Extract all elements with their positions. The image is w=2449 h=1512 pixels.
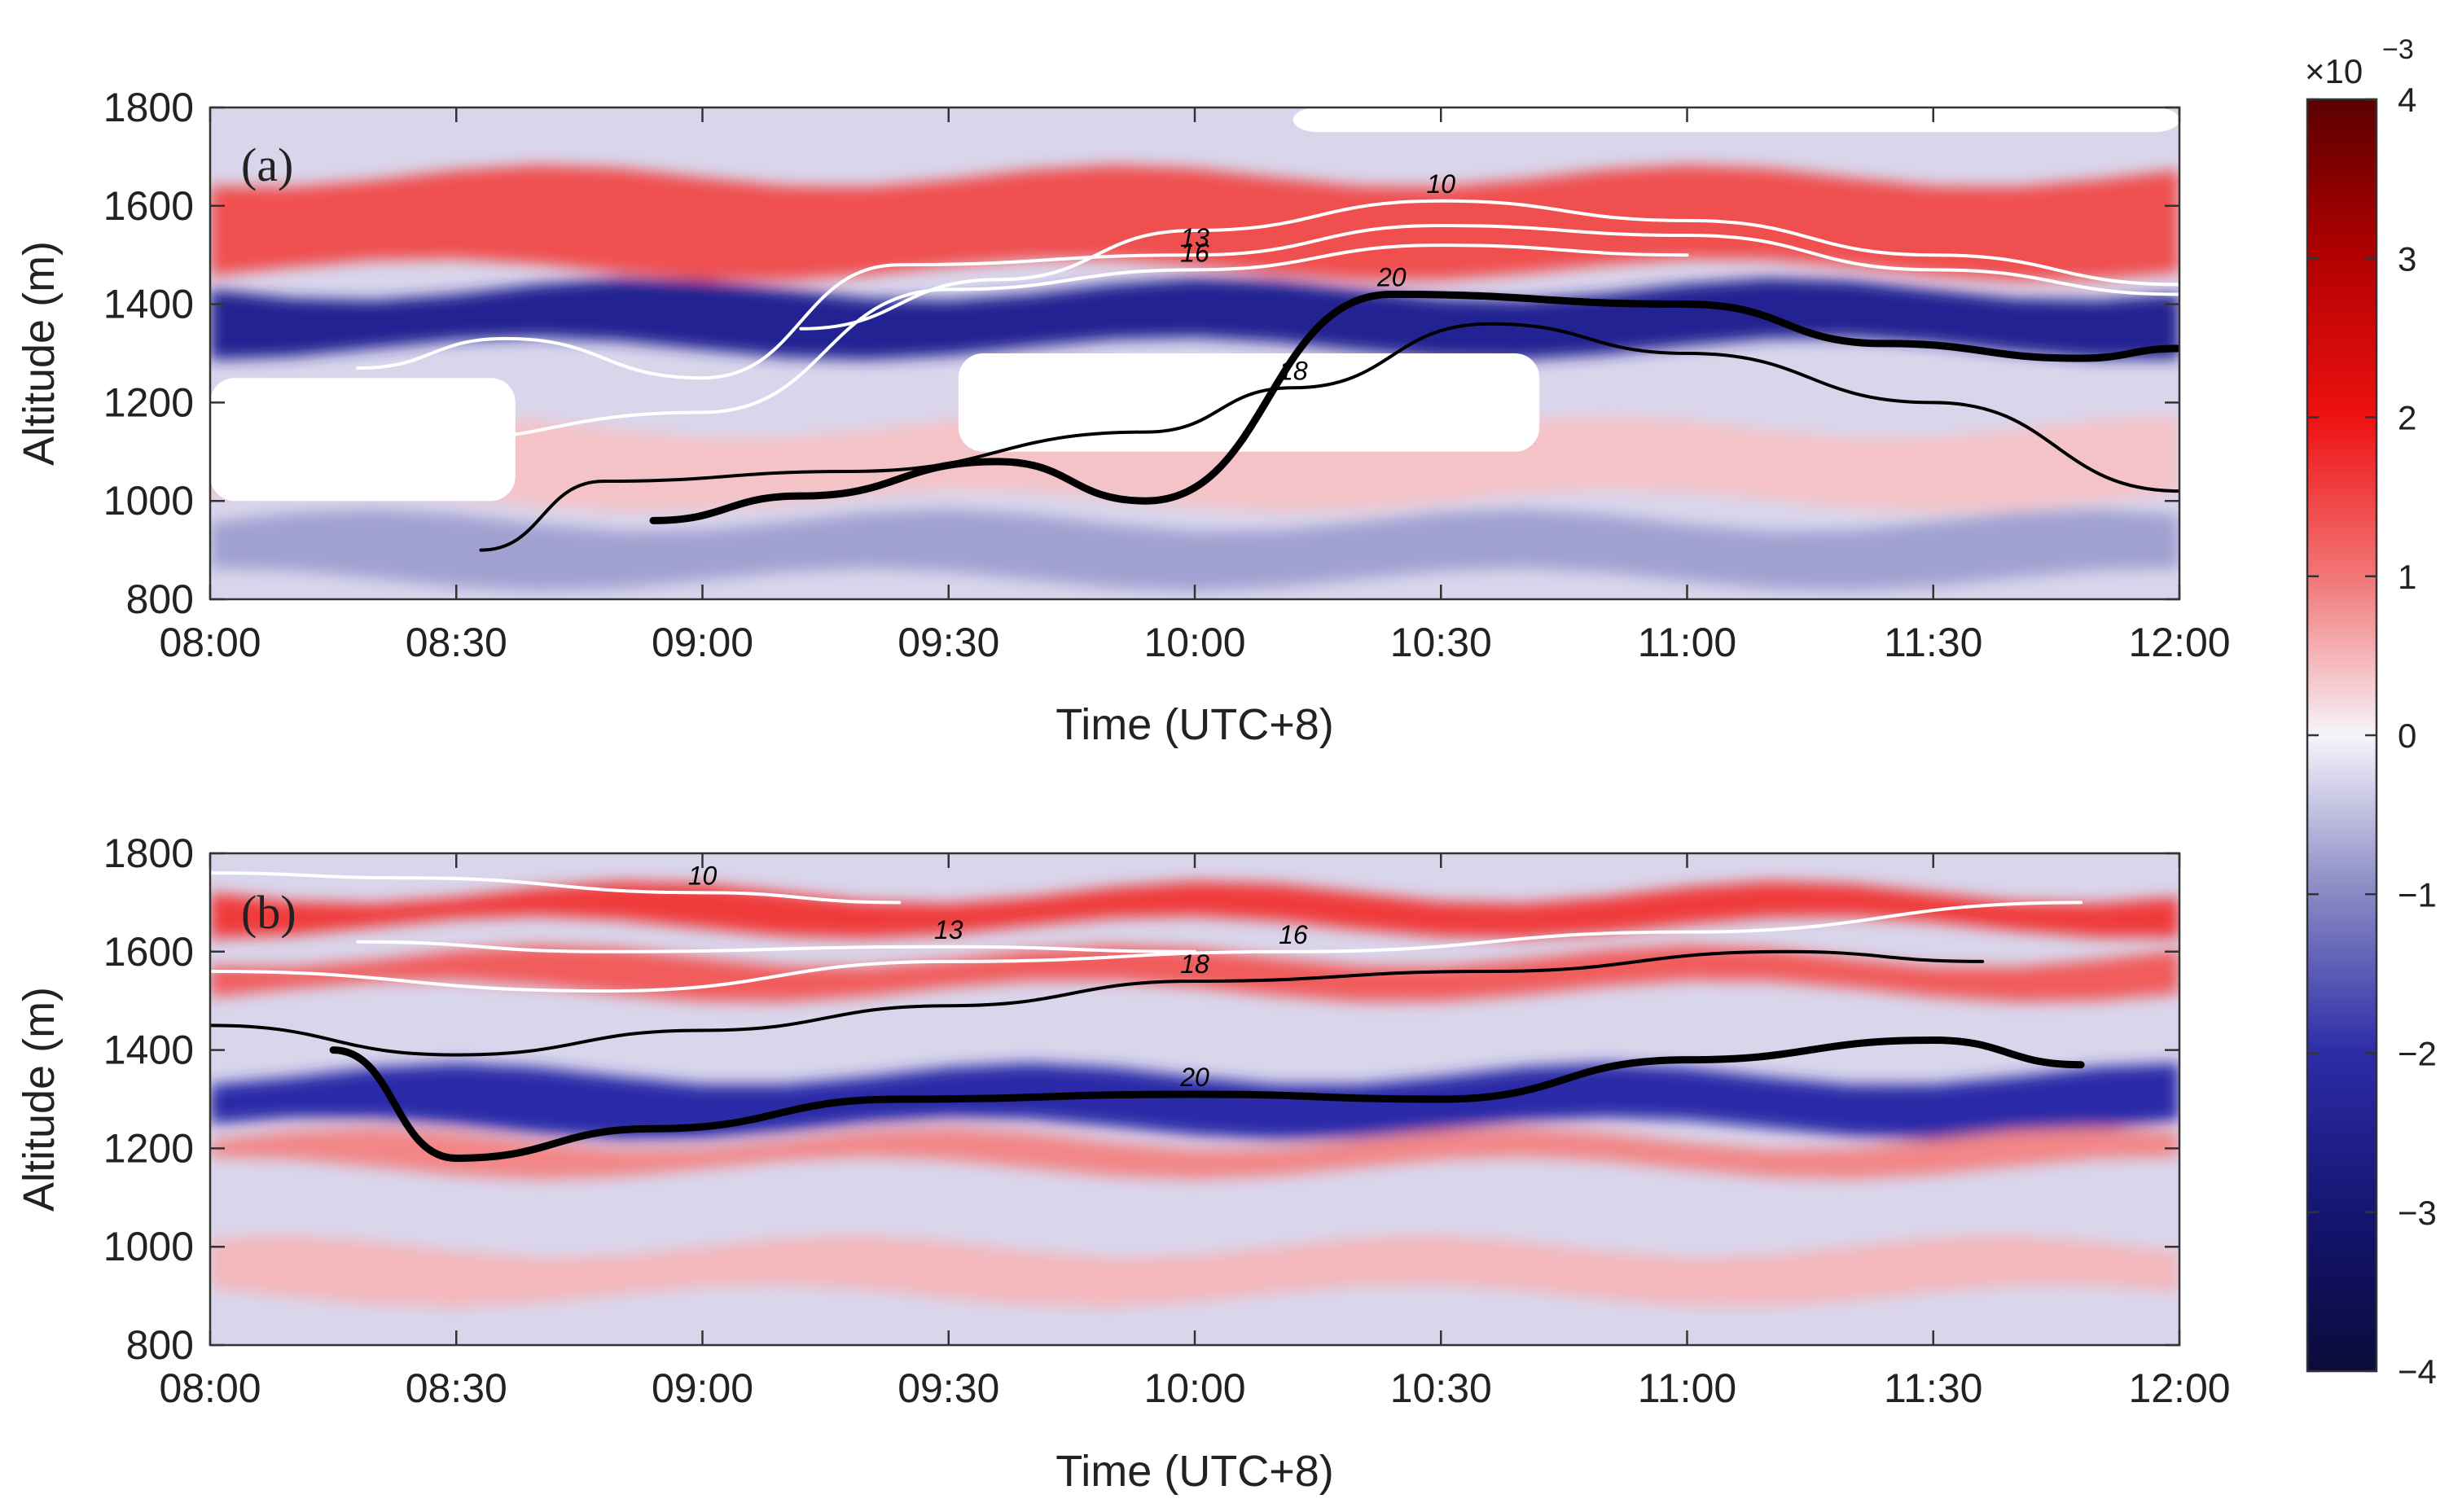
colorbar-tick-label: −1 bbox=[2398, 875, 2437, 914]
field-band bbox=[210, 881, 2179, 939]
x-tick-label: 11:00 bbox=[1638, 1365, 1736, 1411]
x-tick-label: 10:30 bbox=[1390, 620, 1492, 665]
x-tick-label: 08:30 bbox=[406, 620, 507, 665]
contour-label-16: 16 bbox=[1279, 920, 1308, 949]
field-band bbox=[210, 1235, 2179, 1308]
colorbar-exponent: −3 bbox=[2382, 34, 2414, 65]
y-tick-label: 1600 bbox=[103, 929, 194, 975]
contour-10 bbox=[210, 871, 902, 905]
x-tick-label: 09:30 bbox=[898, 620, 999, 665]
heatmap-a bbox=[210, 107, 2179, 599]
colorbar-ticks: 4 3 2 1 0 −1 −2 −3 −4 bbox=[2307, 81, 2437, 1391]
colorbar-tick-label: 2 bbox=[2398, 399, 2416, 437]
contour-16 bbox=[210, 901, 2083, 993]
panel-label-a: (a) bbox=[241, 138, 293, 191]
x-tick-label: 09:00 bbox=[652, 620, 753, 665]
y-tick-label: 1000 bbox=[103, 1224, 194, 1269]
contour-label-10: 10 bbox=[1426, 169, 1455, 199]
x-tick-label: 12:00 bbox=[2128, 620, 2230, 665]
x-axis-label-a: Time (UTC+8) bbox=[1056, 700, 1334, 749]
colorbar-tick-label: −3 bbox=[2398, 1194, 2437, 1232]
y-tick-label: 1200 bbox=[103, 379, 194, 425]
missing-region bbox=[1293, 107, 2179, 133]
x-tick-label: 08:00 bbox=[159, 1365, 261, 1411]
field-band bbox=[210, 509, 2179, 591]
x-tick-label: 10:00 bbox=[1143, 620, 1245, 665]
contour-18 bbox=[479, 322, 2179, 552]
contour-label-18: 18 bbox=[1180, 949, 1209, 979]
field-band bbox=[210, 1127, 2179, 1180]
missing-region bbox=[210, 378, 516, 502]
y-ticks-b: 800 1000 1200 1400 1600 1800 bbox=[103, 831, 2179, 1368]
field-band bbox=[210, 1063, 2179, 1141]
contour-label-16: 16 bbox=[1180, 238, 1209, 267]
contour-20 bbox=[649, 291, 2179, 524]
contour-10 bbox=[799, 199, 2179, 331]
y-tick-label: 800 bbox=[126, 576, 194, 622]
x-tick-label: 09:30 bbox=[898, 1365, 999, 1411]
colorbar: ×10 −3 4 3 2 1 0 −1 −2 −3 −4 bbox=[2305, 34, 2437, 1391]
contour-16 bbox=[405, 243, 1689, 444]
y-axis-label-a: Altitude (m) bbox=[15, 241, 64, 466]
x-tick-label: 10:30 bbox=[1390, 1365, 1492, 1411]
field-band bbox=[210, 278, 2179, 360]
colorbar-tick-label: 0 bbox=[2398, 717, 2416, 755]
x-tick-label: 11:30 bbox=[1884, 620, 1982, 665]
x-tick-label: 11:00 bbox=[1638, 620, 1736, 665]
colorbar-tick-label: −4 bbox=[2398, 1352, 2437, 1391]
y-tick-label: 1800 bbox=[103, 831, 194, 876]
missing-region bbox=[958, 353, 1540, 452]
x-tick-label: 08:00 bbox=[159, 620, 261, 665]
x-tick-label: 11:30 bbox=[1884, 1365, 1982, 1411]
y-axis-label-b: Altitude (m) bbox=[15, 987, 64, 1212]
contour-18 bbox=[210, 949, 1985, 1057]
colorbar-tick-label: −2 bbox=[2398, 1035, 2437, 1073]
colorbar-tick-label: 3 bbox=[2398, 239, 2416, 278]
y-ticks-a: 800 1000 1200 1400 1600 1800 bbox=[103, 85, 2179, 622]
heatmap-b bbox=[210, 853, 2179, 1345]
x-ticks-b: 08:00 08:30 09:00 09:30 10:00 10:30 11:00 11:30… bbox=[159, 853, 2231, 1411]
contour-13 bbox=[356, 223, 2179, 380]
panel-label-b: (b) bbox=[241, 886, 296, 939]
y-tick-label: 1800 bbox=[103, 85, 194, 130]
missing-data-a bbox=[210, 107, 2179, 502]
x-tick-label: 12:00 bbox=[2128, 1365, 2230, 1411]
field-band bbox=[210, 164, 2179, 281]
x-axis-label-b: Time (UTC+8) bbox=[1056, 1447, 1334, 1496]
colorbar-exponent-base: ×10 bbox=[2305, 52, 2363, 90]
y-tick-label: 1400 bbox=[103, 1028, 194, 1073]
contour-20 bbox=[329, 1036, 2085, 1162]
y-tick-label: 1400 bbox=[103, 282, 194, 327]
x-tick-label: 10:00 bbox=[1143, 1365, 1245, 1411]
contour-label-13: 13 bbox=[934, 915, 963, 944]
y-tick-label: 1200 bbox=[103, 1125, 194, 1171]
contour-label-20: 20 bbox=[1376, 263, 1407, 292]
colorbar-tick-label: 4 bbox=[2398, 81, 2416, 119]
y-tick-label: 1600 bbox=[103, 183, 194, 229]
colorbar-gradient bbox=[2306, 98, 2378, 1373]
contour-label-20: 20 bbox=[1179, 1063, 1209, 1092]
colorbar-tick-label: 1 bbox=[2398, 558, 2416, 596]
x-tick-label: 09:00 bbox=[652, 1365, 753, 1411]
contour-13 bbox=[356, 940, 1196, 953]
field-bands bbox=[210, 164, 2179, 591]
x-tick-label: 08:30 bbox=[406, 1365, 507, 1411]
x-ticks-a: 08:00 08:30 09:00 09:30 10:00 10:30 11:00 11:30… bbox=[159, 107, 2231, 665]
y-tick-label: 800 bbox=[126, 1322, 194, 1368]
field-band bbox=[210, 415, 2179, 513]
y-tick-label: 1000 bbox=[103, 478, 194, 524]
contour-label-13: 13 bbox=[1180, 223, 1209, 252]
